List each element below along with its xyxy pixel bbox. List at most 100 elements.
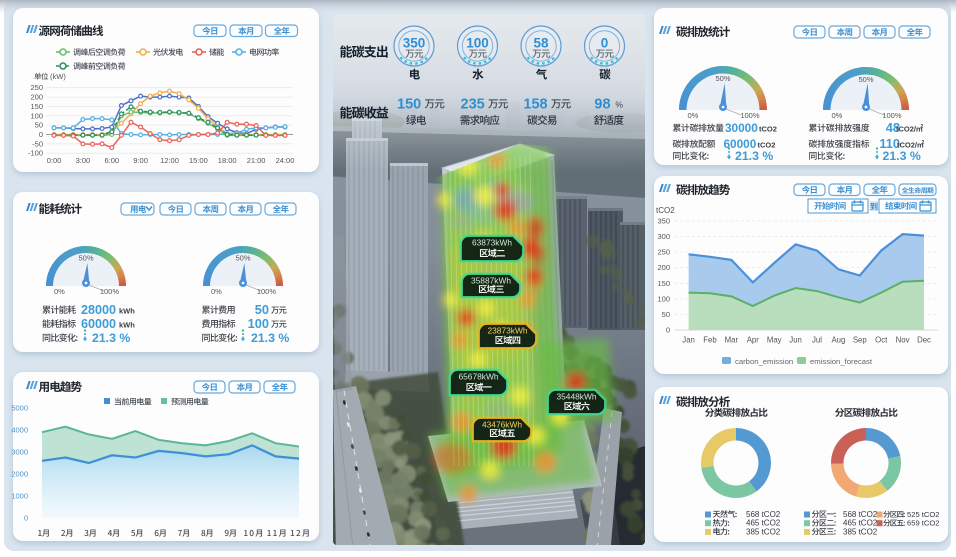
- svg-text:15:00: 15:00: [189, 156, 208, 165]
- svg-text:Jul: Jul: [812, 336, 822, 345]
- svg-text:4000: 4000: [11, 426, 28, 435]
- svg-text:200: 200: [657, 263, 670, 272]
- svg-text:May: May: [767, 336, 782, 345]
- svg-text:525 tCO2: 525 tCO2: [907, 510, 940, 519]
- svg-text:158: 158: [523, 97, 547, 113]
- svg-text:100: 100: [466, 36, 489, 51]
- svg-text:100: 100: [657, 294, 670, 303]
- svg-text:Jan: Jan: [682, 336, 695, 345]
- svg-text:100%: 100%: [100, 287, 120, 296]
- svg-text:tCO2/m: tCO2/m: [897, 141, 924, 150]
- svg-text:235: 235: [461, 97, 485, 113]
- svg-text:50: 50: [662, 310, 670, 319]
- svg-text:568 tCO2: 568 tCO2: [746, 510, 781, 519]
- svg-text:28000: 28000: [81, 303, 116, 317]
- svg-text:50%: 50%: [78, 254, 93, 263]
- svg-text:23873kWh: 23873kWh: [487, 326, 527, 336]
- svg-text:24:00: 24:00: [276, 156, 295, 165]
- svg-text:300: 300: [657, 232, 670, 241]
- svg-text:9:00: 9:00: [133, 156, 148, 165]
- svg-text:100%: 100%: [257, 287, 277, 296]
- svg-text:%: %: [615, 100, 623, 110]
- svg-text:5000: 5000: [11, 404, 28, 413]
- svg-text:Mar: Mar: [725, 336, 739, 345]
- svg-text:1000: 1000: [11, 492, 28, 501]
- svg-text:0%: 0%: [211, 287, 222, 296]
- svg-text:Apr: Apr: [747, 336, 760, 345]
- svg-text:150: 150: [397, 97, 421, 113]
- svg-text:43476kWh: 43476kWh: [482, 420, 522, 430]
- svg-text:3:00: 3:00: [76, 156, 91, 165]
- svg-text:465 tCO2: 465 tCO2: [843, 519, 878, 528]
- svg-text:50%: 50%: [235, 254, 250, 263]
- svg-text:50: 50: [35, 121, 43, 130]
- svg-text:kWh: kWh: [119, 321, 135, 330]
- svg-text:Sep: Sep: [853, 336, 868, 345]
- svg-text:60000: 60000: [81, 317, 116, 331]
- svg-text:100%: 100%: [740, 111, 760, 120]
- svg-text:3000: 3000: [11, 448, 28, 457]
- svg-text:kWh: kWh: [119, 307, 135, 316]
- svg-text:250: 250: [30, 83, 43, 92]
- svg-text:98: 98: [594, 97, 610, 113]
- svg-text:21.3 %: 21.3 %: [735, 149, 773, 163]
- svg-text:48: 48: [886, 120, 900, 135]
- svg-text:65678kWh: 65678kWh: [458, 372, 498, 382]
- svg-text:0%: 0%: [832, 111, 843, 120]
- svg-text:30000: 30000: [725, 121, 758, 135]
- svg-text:568 tCO2: 568 tCO2: [843, 510, 878, 519]
- svg-text:35887kWh: 35887kWh: [471, 276, 511, 286]
- svg-text:Jun: Jun: [789, 336, 802, 345]
- svg-text:tCO2: tCO2: [656, 206, 675, 215]
- svg-text:63873kWh: 63873kWh: [472, 238, 512, 248]
- svg-text:Nov: Nov: [896, 336, 910, 345]
- svg-text:-100: -100: [28, 149, 43, 158]
- svg-text:2: 2: [921, 124, 924, 130]
- svg-text:50%: 50%: [858, 75, 873, 84]
- svg-text:0:00: 0:00: [47, 156, 62, 165]
- svg-text:100: 100: [30, 111, 43, 120]
- svg-text:(kW): (kW): [50, 72, 66, 81]
- svg-text:0: 0: [666, 326, 670, 335]
- svg-text:110: 110: [879, 136, 900, 151]
- svg-text:50%: 50%: [715, 74, 730, 83]
- svg-text:0: 0: [39, 130, 43, 139]
- svg-text:21.3 %: 21.3 %: [92, 331, 130, 345]
- svg-text:35448kWh: 35448kWh: [556, 392, 596, 402]
- svg-text:21.3 %: 21.3 %: [883, 149, 921, 163]
- svg-text:0: 0: [24, 514, 28, 523]
- svg-text:18:00: 18:00: [218, 156, 237, 165]
- svg-text:465 tCO2: 465 tCO2: [746, 519, 781, 528]
- svg-text:0: 0: [601, 36, 609, 51]
- svg-text:50: 50: [255, 302, 269, 317]
- svg-text:tCO2/m: tCO2/m: [896, 125, 923, 134]
- svg-text:150: 150: [30, 102, 43, 111]
- svg-text:2: 2: [922, 140, 925, 146]
- svg-text:12:00: 12:00: [160, 156, 179, 165]
- svg-text:0%: 0%: [688, 111, 699, 120]
- svg-text:350: 350: [657, 217, 670, 226]
- svg-text:6:00: 6:00: [104, 156, 119, 165]
- svg-text:-50: -50: [32, 139, 43, 148]
- svg-text:100%: 100%: [882, 111, 902, 120]
- svg-text:60000: 60000: [724, 137, 757, 151]
- svg-text:200: 200: [30, 93, 43, 102]
- svg-text:385 tCO2: 385 tCO2: [746, 527, 781, 536]
- svg-text:tCO2: tCO2: [759, 125, 777, 134]
- svg-text:150: 150: [657, 279, 670, 288]
- svg-text:21.3 %: 21.3 %: [251, 331, 289, 345]
- svg-text:21:00: 21:00: [247, 156, 266, 165]
- svg-text:emission_forecast: emission_forecast: [810, 357, 873, 366]
- svg-text:2000: 2000: [11, 470, 28, 479]
- svg-text:385 tCO2: 385 tCO2: [843, 527, 878, 536]
- svg-text:350: 350: [403, 36, 426, 51]
- svg-text:250: 250: [657, 248, 670, 257]
- svg-text:0%: 0%: [54, 287, 65, 296]
- svg-text:Dec: Dec: [917, 336, 931, 345]
- svg-text:Oct: Oct: [875, 336, 888, 345]
- svg-text:Aug: Aug: [831, 336, 845, 345]
- svg-text:Feb: Feb: [703, 336, 717, 345]
- svg-text:659 tCO2: 659 tCO2: [907, 519, 940, 528]
- svg-text:100: 100: [248, 316, 269, 331]
- svg-text:58: 58: [533, 36, 549, 51]
